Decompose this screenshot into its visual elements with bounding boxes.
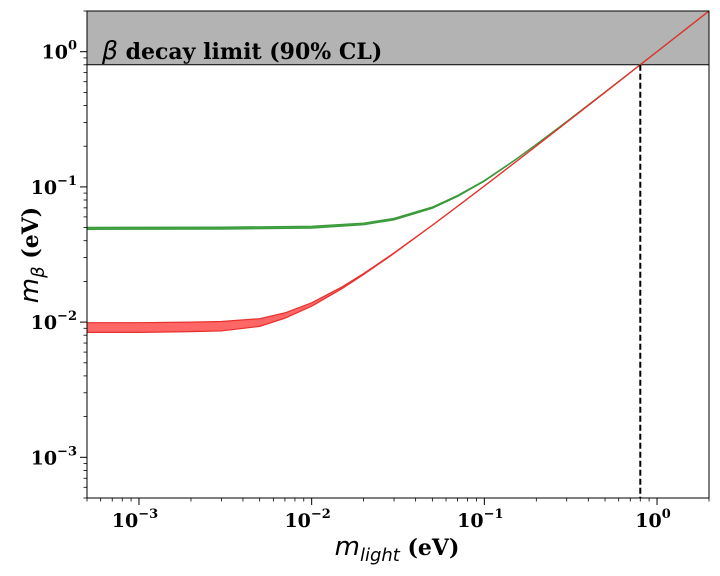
excluded-region-symbol: β: [101, 36, 118, 65]
y-tick-label: 10−2: [31, 309, 77, 334]
y-axis-subscript: β: [28, 266, 49, 279]
y-tick-base: 10: [31, 447, 57, 469]
y-axis-symbol: m: [15, 278, 45, 303]
excluded-region-band: [87, 11, 709, 65]
y-tick-label: 100: [42, 39, 78, 64]
y-axis-unit: (eV): [18, 207, 44, 267]
x-tick-exponent: 0: [662, 507, 671, 522]
x-tick-exponent: −3: [138, 507, 158, 522]
x-tick-label: 10−2: [284, 507, 330, 532]
y-tick-base: 10: [31, 312, 57, 334]
x-tick-base: 10: [457, 510, 483, 532]
x-axis-subscript: light: [360, 545, 401, 566]
plot-content: [87, 11, 709, 498]
y-tick-exponent: −3: [57, 444, 77, 459]
x-tick-exponent: −1: [484, 507, 504, 522]
y-axis-title: mβ (eV): [15, 207, 49, 303]
excluded-region-text: decay limit (90% CL): [118, 39, 382, 65]
series-lower-line-normal-ordering: [87, 11, 709, 333]
x-tick-exponent: −2: [311, 507, 331, 522]
excluded-region-label: β decay limit (90% CL): [101, 36, 382, 65]
x-tick-base: 10: [284, 510, 310, 532]
x-axis-symbol: m: [335, 532, 360, 562]
x-tick-label: 10−3: [112, 507, 158, 532]
x-tick-label: 10−1: [457, 507, 503, 532]
x-tick-label: 100: [635, 507, 671, 532]
y-tick-base: 10: [31, 177, 57, 199]
x-axis-title: mlight (eV): [335, 532, 460, 566]
y-tick-exponent: −1: [57, 174, 77, 189]
y-tick-label: 10−1: [31, 174, 77, 199]
x-axis-unit: (eV): [400, 535, 460, 561]
y-tick-exponent: 0: [68, 39, 77, 54]
x-tick-base: 10: [112, 510, 138, 532]
y-tick-base: 10: [42, 42, 68, 64]
y-tick-label: 10−3: [31, 444, 77, 469]
x-tick-base: 10: [635, 510, 661, 532]
axes-frame: [86, 10, 710, 499]
y-tick-exponent: −2: [57, 309, 77, 324]
plot-area: [86, 10, 710, 499]
